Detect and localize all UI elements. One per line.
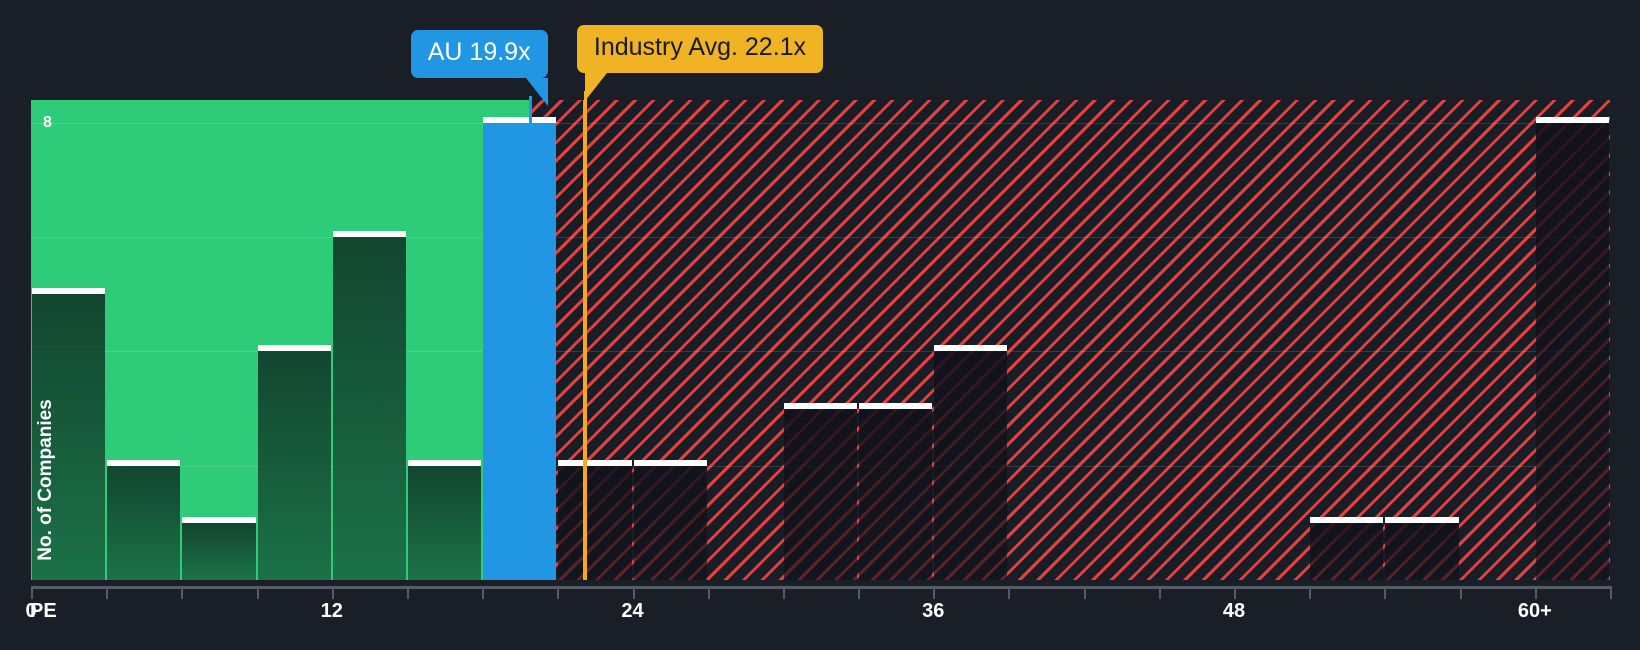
- bar[interactable]: [107, 459, 181, 580]
- x-tick: [557, 586, 560, 599]
- x-tick: [858, 586, 861, 599]
- bar-cap: [107, 459, 181, 466]
- x-tick: [1610, 586, 1612, 599]
- bar-cap: [407, 459, 482, 466]
- bar-cap: [783, 402, 858, 409]
- bar[interactable]: [1310, 516, 1384, 580]
- x-tick-label: 36: [922, 600, 945, 622]
- company-pe-callout-needle: [528, 96, 532, 125]
- bar[interactable]: [1535, 116, 1609, 580]
- bar[interactable]: [783, 402, 858, 580]
- bar[interactable]: [859, 402, 933, 580]
- y-axis-title-text: No. of Companies: [35, 399, 56, 561]
- x-tick: [1384, 586, 1387, 599]
- x-tick-label: 0: [25, 600, 37, 622]
- bar-cap: [1535, 116, 1609, 123]
- x-axis-title: PE: [30, 600, 57, 622]
- bar[interactable]: [1385, 516, 1459, 580]
- bar-cap: [182, 516, 256, 523]
- industry-avg-callout-tail: [584, 73, 615, 101]
- x-tick: [1234, 586, 1237, 599]
- x-tick: [1459, 586, 1462, 599]
- x-tick-label: 60+: [1517, 600, 1552, 622]
- gridline-6: [31, 237, 1610, 239]
- x-tick: [482, 586, 485, 599]
- bar[interactable]: [934, 345, 1008, 580]
- industry-average-line: [582, 100, 587, 580]
- y-axis-title: No. of Companies: [31, 390, 61, 570]
- x-tick: [1083, 586, 1086, 599]
- x-tick: [1309, 586, 1312, 599]
- bar[interactable]: [182, 516, 256, 580]
- bar-cap: [483, 116, 557, 123]
- company-pe-callout-tail: [518, 78, 548, 106]
- x-tick: [331, 586, 334, 599]
- x-tick: [181, 586, 184, 599]
- bar[interactable]: [32, 288, 106, 580]
- x-axis-line: [31, 586, 1610, 589]
- industry-avg-callout[interactable]: Industry Avg. 22.1x: [576, 25, 824, 73]
- bar-cap: [558, 459, 632, 466]
- x-tick: [632, 586, 635, 599]
- plot-area: 8 No. of Companies: [31, 100, 1610, 580]
- x-tick: [1158, 586, 1161, 599]
- bar[interactable]: [407, 459, 482, 580]
- x-tick: [933, 586, 936, 599]
- bar-cap: [32, 288, 106, 295]
- bar[interactable]: [332, 231, 406, 580]
- x-tick: [1534, 586, 1537, 599]
- bar[interactable]: [257, 345, 331, 580]
- x-tick: [707, 586, 710, 599]
- bar-cap: [332, 231, 406, 238]
- bar-cap: [934, 345, 1008, 352]
- x-tick-label: 12: [320, 600, 343, 622]
- industry-avg-callout-needle: [583, 91, 587, 106]
- x-tick: [1008, 586, 1011, 599]
- x-tick: [406, 586, 409, 599]
- bar-cap: [633, 459, 707, 466]
- y-axis-max-label: 8: [43, 114, 53, 131]
- company-pe-callout[interactable]: AU 19.9x: [410, 30, 548, 78]
- gridline-4: [31, 351, 1610, 353]
- bar[interactable]: [558, 459, 632, 580]
- x-tick: [782, 586, 785, 599]
- x-tick-label: 48: [1222, 600, 1246, 622]
- bar-cap: [1310, 516, 1384, 523]
- bar[interactable]: [633, 459, 707, 580]
- bar-cap: [257, 345, 331, 352]
- highlighted-bar[interactable]: [483, 116, 557, 580]
- x-tick-label: 24: [621, 600, 644, 622]
- x-tick: [256, 586, 259, 599]
- overvalued-zone: [529, 100, 1610, 580]
- x-tick: [106, 586, 109, 599]
- bar-cap: [859, 402, 933, 409]
- bar-cap: [1385, 516, 1459, 523]
- x-tick: [31, 586, 33, 599]
- gridline-8: [31, 122, 1610, 124]
